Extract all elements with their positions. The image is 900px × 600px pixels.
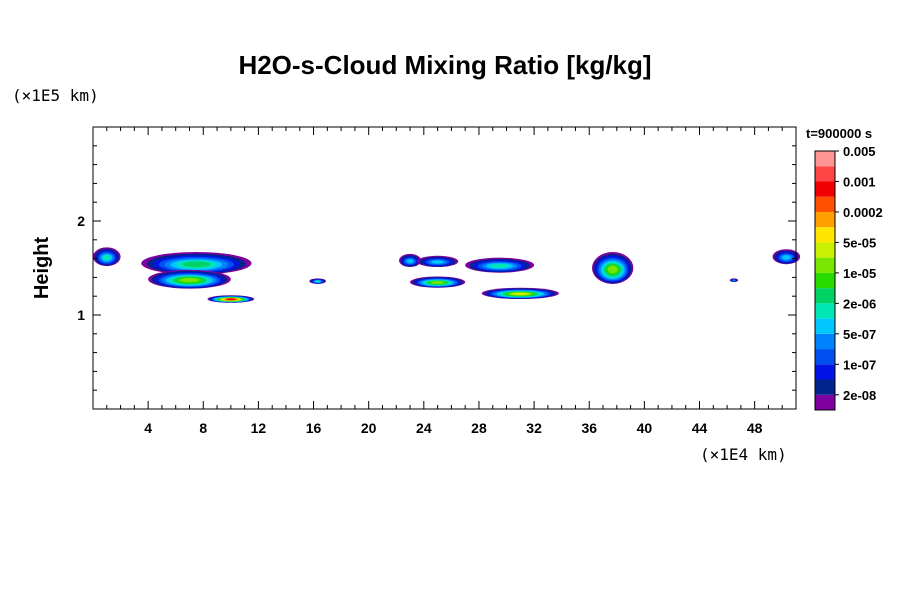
cloud-contour	[782, 255, 791, 260]
y-unit-label: (×1E5 km)	[12, 86, 99, 105]
colorbar-swatch	[815, 394, 835, 410]
cloud-region-12	[772, 249, 801, 265]
colorbar-label: 5e-07	[843, 327, 876, 342]
x-tick-label: 28	[471, 420, 487, 436]
x-tick-label: 48	[747, 420, 763, 436]
x-tick-label: 24	[416, 420, 432, 436]
cloud-contour	[431, 281, 445, 284]
cloud-contour	[406, 259, 414, 264]
y-axis-label: Height	[31, 237, 53, 300]
y-axis: 12	[77, 145, 796, 391]
x-tick-label: 16	[306, 420, 322, 436]
colorbar-swatch	[815, 242, 835, 258]
colorbar-label: 2e-08	[843, 388, 876, 403]
colorbar-label: 1e-07	[843, 357, 876, 372]
colorbar-label: 1e-05	[843, 266, 876, 281]
x-unit-label: (×1E4 km)	[700, 445, 787, 464]
colorbar-swatch	[815, 364, 835, 380]
colorbar-swatch	[815, 333, 835, 350]
cloud-contour	[431, 260, 444, 264]
x-tick-label: 12	[251, 420, 267, 436]
cloud-region-5	[399, 253, 422, 268]
cloud-region-3	[207, 295, 255, 303]
colorbar-swatch	[815, 196, 835, 212]
cloud-region-0	[93, 247, 121, 267]
colorbar-swatch	[815, 318, 835, 334]
cloud-region-2	[148, 269, 231, 289]
colorbar-label: 0.0002	[843, 205, 883, 220]
cloud-region-6	[416, 255, 459, 268]
colorbar-label: 5e-05	[843, 235, 876, 250]
colorbar-swatch	[815, 272, 835, 289]
y-tick-label: 2	[77, 213, 85, 229]
cloud-region-8	[465, 257, 535, 273]
x-tick-label: 8	[199, 420, 207, 436]
colorbar-swatch	[815, 288, 835, 304]
colorbar-frame	[814, 150, 836, 411]
colorbar-label: 0.005	[843, 144, 876, 159]
x-tick-label: 36	[581, 420, 597, 436]
cloud-contour	[226, 298, 236, 301]
cloud-contour	[179, 277, 200, 283]
x-tick-label: 44	[692, 420, 708, 436]
cloud-region-4	[309, 278, 326, 284]
colorbar-swatch	[815, 211, 835, 228]
cloud-region-11	[729, 278, 739, 283]
colorbar-swatch	[815, 303, 835, 319]
colorbar-swatch	[815, 227, 835, 243]
x-tick-label: 32	[526, 420, 542, 436]
x-axis: 4 8 12 16 20 24 28 32 36 40 44 48	[106, 127, 783, 436]
colorbar-swatch	[815, 257, 835, 273]
plot-area	[93, 247, 801, 303]
chart-title: H2O-s-Cloud Mixing Ratio [kg/kg]	[238, 50, 651, 80]
cloud-contour	[315, 280, 320, 283]
cloud-region-10	[591, 252, 634, 284]
cloud-contour	[511, 292, 530, 296]
cloud-region-9	[481, 287, 559, 300]
x-tick-label: 4	[144, 420, 152, 436]
y-tick-label: 1	[77, 307, 85, 323]
cloud-contour	[490, 263, 509, 268]
colorbar-swatch	[815, 151, 835, 167]
x-tick-label: 20	[361, 420, 377, 436]
colorbar-swatch	[815, 379, 835, 395]
colorbar-legend: 2e-08 1e-07 5e-07 2e-06 1e-05 5e-05 0.0002 0.00…	[814, 144, 883, 411]
colorbar-swatch	[815, 181, 835, 197]
colorbar-swatch	[815, 349, 835, 365]
colorbar-swatch	[815, 166, 835, 182]
cloud-contour	[732, 279, 736, 282]
cloud-contour	[607, 265, 618, 274]
cloud-region-1	[141, 252, 252, 275]
cloud-contour	[103, 255, 111, 261]
plot-frame	[92, 126, 797, 410]
cloud-region-7	[410, 276, 466, 288]
colorbar-label: 2e-06	[843, 296, 876, 311]
colorbar-label: 0.001	[843, 174, 876, 189]
x-tick-label: 40	[637, 420, 653, 436]
time-label: t=900000 s	[806, 126, 872, 141]
cloud-contour	[182, 261, 211, 268]
